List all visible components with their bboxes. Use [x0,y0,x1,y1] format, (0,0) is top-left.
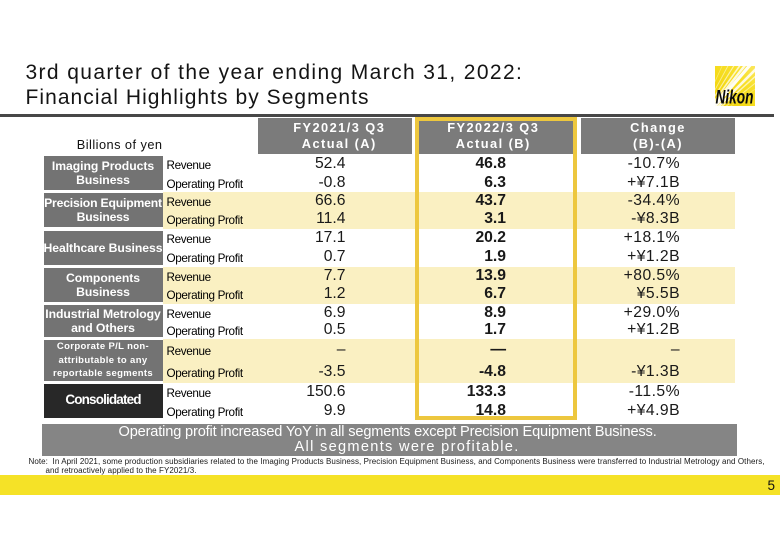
svg-text:Nikon: Nikon [716,88,754,107]
